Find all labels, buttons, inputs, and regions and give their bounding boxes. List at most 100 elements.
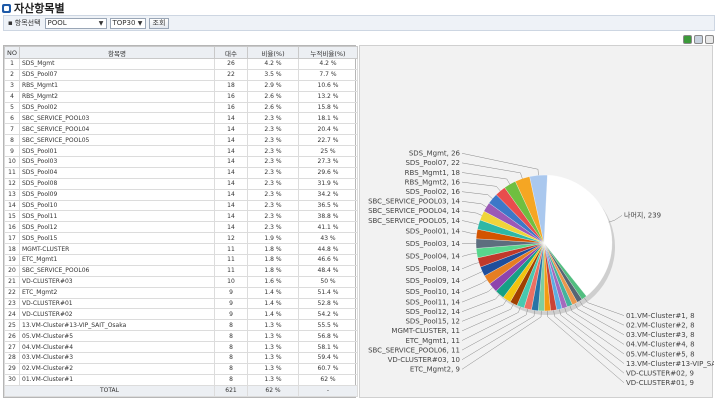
option-icon[interactable] <box>705 35 714 44</box>
cumulative-ratio: 25 % <box>298 145 358 158</box>
item-select[interactable]: POOL ▼ <box>44 17 107 29</box>
item-name: RBS_Mgmt2 <box>19 90 215 103</box>
table-row[interactable]: 16 SDS_Pool12 14 2.3 % 41.1 % <box>4 221 358 234</box>
table-row[interactable]: 10 SDS_Pool03 14 2.3 % 27.3 % <box>4 156 358 168</box>
table-row[interactable]: 4 RBS_Mgmt2 16 2.6 % 13.2 % <box>4 90 358 103</box>
leader-line <box>547 310 625 383</box>
item-name: SDS_Pool15 <box>19 232 215 245</box>
ratio: 1.3 % <box>247 373 299 386</box>
leader-line <box>559 309 625 364</box>
table-row[interactable]: 11 SDS_Pool04 14 2.3 % 29.6 % <box>4 166 358 179</box>
item-name: SDS_Pool08 <box>19 177 215 190</box>
row-number: 21 <box>4 275 20 288</box>
table-row[interactable]: 30 01.VM-Cluster#1 8 1.3 % 62 % <box>4 373 358 386</box>
table-row[interactable]: 27 04.VM-Cluster#4 8 1.3 % 58.1 % <box>4 341 358 354</box>
item-name: SBC_SERVICE_POOL05 <box>19 134 215 147</box>
table-row[interactable]: 17 SDS_Pool15 12 1.9 % 43 % <box>4 232 358 245</box>
slice-label: 13.VM-Cluster#13-VIP_SAIT_Osaka, 8 <box>626 360 714 368</box>
item-name: SDS_Pool02 <box>19 101 215 114</box>
table-row[interactable]: 25 13.VM-Cluster#13-VIP_SAIT_Osaka 8 1.3 % 5… <box>4 319 358 332</box>
pie-slice[interactable] <box>529 174 548 244</box>
column-header: 비율(%) <box>247 46 299 59</box>
table-row[interactable]: 13 SDS_Pool09 14 2.3 % 34.2 % <box>4 188 358 201</box>
item-name: 01.VM-Cluster#1 <box>19 373 215 386</box>
ratio: 1.3 % <box>247 362 299 375</box>
table-row[interactable]: 6 SBC_SERVICE_POOL03 14 2.3 % 18.1 % <box>4 112 358 125</box>
leader-line <box>461 303 514 332</box>
slice-label: SDS_Pool02, 16 <box>405 188 460 196</box>
search-button[interactable]: 조회 <box>148 17 170 29</box>
slice-label: ETC_Mgmt2, 9 <box>410 366 460 374</box>
export-toolbar <box>683 35 714 44</box>
cumulative-ratio: 10.6 % <box>298 79 358 92</box>
cumulative-ratio: 52.8 % <box>298 297 358 310</box>
cumulative-ratio: 7.7 % <box>298 68 358 81</box>
leader-line <box>461 308 528 351</box>
excel-export-icon[interactable] <box>683 35 692 44</box>
pie-slice[interactable] <box>543 174 613 297</box>
table-row[interactable]: 24 VD-CLUSTER#02 9 1.4 % 54.2 % <box>4 308 358 321</box>
slice-label: SDS_Pool07, 22 <box>405 159 460 167</box>
total-count: 621 <box>214 384 248 397</box>
row-number: 4 <box>4 90 20 103</box>
ratio: 1.9 % <box>247 232 299 245</box>
print-icon[interactable] <box>694 35 703 44</box>
cumulative-ratio: 34.2 % <box>298 188 358 201</box>
chevron-down-icon: ▼ <box>98 19 104 27</box>
slice-label: RBS_Mgmt2, 16 <box>405 178 461 186</box>
item-name: 03.VM-Cluster#3 <box>19 352 215 364</box>
table-row[interactable]: 23 VD-CLUSTER#01 9 1.4 % 52.8 % <box>4 297 358 310</box>
column-header: 누적비율(%) <box>298 46 358 59</box>
slice-label: VD-CLUSTER#01, 9 <box>626 379 694 387</box>
cumulative-ratio: 59.4 % <box>298 352 358 364</box>
table-row[interactable]: 22 ETC_Mgmt2 9 1.4 % 51.4 % <box>4 286 358 299</box>
top-select[interactable]: TOP30 ▼ <box>109 17 146 29</box>
leader-line <box>569 305 625 345</box>
item-name: SDS_Mgmt <box>19 58 215 70</box>
leader-line <box>461 310 542 370</box>
table-row[interactable]: 9 SDS_Pool01 14 2.3 % 25 % <box>4 145 358 158</box>
table-row[interactable]: 19 ETC_Mgmt1 11 1.8 % 46.6 % <box>4 254 358 266</box>
slice-label: SDS_Pool15, 12 <box>405 318 460 326</box>
table-row[interactable]: 14 SDS_Pool10 14 2.3 % 36.5 % <box>4 199 358 212</box>
slice-label: RBS_Mgmt1, 18 <box>405 169 460 177</box>
count: 8 <box>214 330 248 343</box>
slice-label: SDS_Pool04, 14 <box>405 253 460 261</box>
count: 12 <box>214 232 248 245</box>
count: 11 <box>214 254 248 266</box>
slice-label: 나머지, 239 <box>624 211 661 220</box>
slice-label: SDS_Pool09, 14 <box>405 277 460 285</box>
ratio: 1.3 % <box>247 330 299 343</box>
leader-line <box>461 153 539 176</box>
ratio: 2.3 % <box>247 166 299 179</box>
leader-line <box>461 230 477 235</box>
leader-line <box>461 279 488 293</box>
table-row[interactable]: 7 SBC_SERVICE_POOL04 14 2.3 % 20.4 % <box>4 123 358 136</box>
table-row[interactable]: 5 SDS_Pool02 16 2.6 % 15.8 % <box>4 101 358 114</box>
table-row[interactable]: 1 SDS_Mgmt 26 4.2 % 4.2 % <box>4 58 358 70</box>
item-name: ETC_Mgmt1 <box>19 254 215 266</box>
table-row[interactable]: 21 VD-CLUSTER#03 10 1.6 % 50 % <box>4 275 358 288</box>
leader-line <box>461 191 493 199</box>
table-row[interactable]: 20 SBC_SERVICE_POOL06 11 1.8 % 48.4 % <box>4 264 358 277</box>
table-row[interactable]: 3 RBS_Mgmt1 18 2.9 % 10.6 % <box>4 79 358 92</box>
cumulative-ratio: 50 % <box>298 275 358 288</box>
leader-line <box>461 271 483 282</box>
row-number: 8 <box>4 134 20 147</box>
cumulative-ratio: 44.8 % <box>298 243 358 256</box>
count: 9 <box>214 297 248 310</box>
search-button-label: 조회 <box>152 19 166 27</box>
ratio: 4.2 % <box>247 58 299 70</box>
leader-line <box>461 310 536 360</box>
table-row[interactable]: 26 05.VM-Cluster#5 8 1.3 % 56.8 % <box>4 330 358 343</box>
table-row[interactable]: 18 MGMT-CLUSTER 11 1.8 % 44.8 % <box>4 243 358 256</box>
table-row[interactable]: 8 SBC_SERVICE_POOL05 14 2.3 % 22.7 % <box>4 134 358 147</box>
pie-chart-panel: 나머지, 239 01.VM-Cluster#1, 8 02.VM-Cluster#… <box>359 45 714 398</box>
table-row[interactable]: 29 02.VM-Cluster#2 8 1.3 % 60.7 % <box>4 362 358 375</box>
table-row[interactable]: 2 SDS_Pool07 22 3.5 % 7.7 % <box>4 68 358 81</box>
table-row[interactable]: 12 SDS_Pool08 14 2.3 % 31.9 % <box>4 177 358 190</box>
table-row[interactable]: 28 03.VM-Cluster#3 8 1.3 % 59.4 % <box>4 352 358 364</box>
table-row[interactable]: 15 SDS_Pool11 14 2.3 % 38.8 % <box>4 210 358 223</box>
row-number: 7 <box>4 123 20 136</box>
cumulative-ratio: 22.7 % <box>298 134 358 147</box>
